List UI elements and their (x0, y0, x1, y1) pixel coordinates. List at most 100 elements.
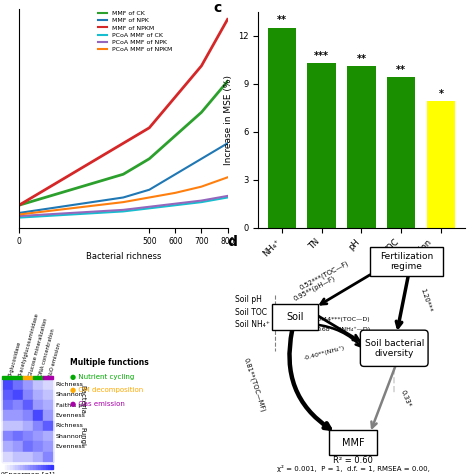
Bar (23, 431, 33, 441)
Text: Soil: Soil (286, 312, 304, 322)
Bar (23, 410, 33, 421)
Bar (33, 441, 43, 452)
FancyBboxPatch shape (329, 430, 377, 455)
Text: **: ** (396, 65, 406, 75)
Bar (43, 452, 54, 462)
Text: **: ** (356, 54, 366, 64)
Text: χ² = 0.001,  P = 1,  d.f. = 1, RMSEA = 0.00,: χ² = 0.001, P = 1, d.f. = 1, RMSEA = 0.0… (277, 465, 429, 472)
Bar (25, 465, 28, 469)
Text: 0.33*: 0.33* (400, 390, 412, 409)
Bar (2, 421, 12, 431)
Bar (12, 431, 23, 441)
Bar (23, 375, 33, 379)
Bar (43, 421, 54, 431)
Bar (33, 379, 43, 390)
Bar (2, 375, 12, 379)
FancyBboxPatch shape (370, 247, 443, 276)
Text: ***: *** (314, 51, 329, 61)
Bar (2, 431, 12, 441)
Text: -0.44***(TOC—D): -0.44***(TOC—D) (316, 317, 371, 322)
Bar (38, 465, 41, 469)
Text: Soil bacterial
diversity: Soil bacterial diversity (365, 338, 424, 358)
Text: 0.81**(TOC—MF): 0.81**(TOC—MF) (242, 356, 266, 412)
Bar (2, 400, 12, 410)
Bar (23, 421, 33, 431)
Text: *: * (438, 89, 443, 99)
Bar (12, 421, 23, 431)
Bar (347, 66, 376, 228)
Bar (427, 101, 455, 228)
Bar (2, 452, 12, 462)
Bar (8, 465, 10, 469)
Bar (23, 390, 33, 400)
Text: ● OM decomposition: ● OM decomposition (70, 388, 143, 393)
Text: Faith's pd: Faith's pd (56, 402, 86, 408)
Bar (23, 452, 33, 462)
Bar (43, 431, 54, 441)
Bar (33, 465, 36, 469)
Text: 0: 0 (0, 472, 4, 474)
Text: d: d (228, 235, 237, 249)
Bar (36, 465, 38, 469)
Bar (33, 390, 43, 400)
Bar (12, 410, 23, 421)
Text: Shannon: Shannon (56, 392, 83, 397)
Bar (12, 375, 23, 379)
Text: Soil TOC: Soil TOC (235, 308, 267, 317)
Text: Richness: Richness (56, 423, 83, 428)
Text: Soil pH: Soil pH (235, 295, 262, 304)
Text: Multiple functions: Multiple functions (70, 358, 148, 367)
Bar (15, 465, 18, 469)
Bar (28, 465, 30, 469)
Bar (33, 400, 43, 410)
Bar (308, 63, 336, 228)
Bar (268, 28, 296, 228)
Text: Soil NH₄⁺: Soil NH₄⁺ (235, 319, 270, 328)
Text: Fertilization
regime: Fertilization regime (380, 252, 433, 271)
Bar (12, 452, 23, 462)
Bar (33, 421, 43, 431)
Bar (2, 465, 5, 469)
Bar (43, 375, 54, 379)
Bar (33, 410, 43, 421)
X-axis label: Bacterial richness: Bacterial richness (85, 252, 161, 261)
Text: ● Nutrient cycling: ● Nutrient cycling (70, 374, 134, 381)
FancyBboxPatch shape (272, 303, 318, 330)
Bar (30, 465, 33, 469)
Bar (12, 400, 23, 410)
Text: Shannon: Shannon (56, 434, 83, 439)
Bar (2, 410, 12, 421)
Bar (51, 465, 54, 469)
Bar (41, 465, 43, 469)
Bar (23, 400, 33, 410)
Bar (43, 465, 46, 469)
Bar (33, 375, 43, 379)
Bar (12, 379, 23, 390)
Text: -0.40**(NH₄⁺): -0.40**(NH₄⁺) (303, 345, 345, 361)
Bar (43, 390, 54, 400)
Text: β-acetylglucosaminidase: β-acetylglucosaminidase (18, 312, 39, 377)
Text: Glucose mineralization: Glucose mineralization (28, 317, 48, 377)
Text: 1: 1 (52, 472, 55, 474)
Bar (33, 452, 43, 462)
Bar (2, 441, 12, 452)
Bar (23, 441, 33, 452)
Bar (33, 431, 43, 441)
Text: 0.68***(NH₄⁺—D): 0.68***(NH₄⁺—D) (317, 327, 371, 331)
FancyBboxPatch shape (360, 330, 428, 366)
Bar (12, 390, 23, 400)
Bar (48, 465, 51, 469)
Bar (12, 465, 15, 469)
Text: Bacteria: Bacteria (79, 385, 85, 414)
Text: R² = 0.60: R² = 0.60 (333, 456, 373, 465)
Legend: MMF of CK, MMF of NPK, MMF of NPKM, PCoA MMF of CK, PCoA MMF of NPK, PCoA MMF of: MMF of CK, MMF of NPK, MMF of NPKM, PCoA… (95, 8, 175, 55)
Text: Fungi: Fungi (79, 427, 85, 446)
Bar (43, 441, 54, 452)
Text: Spearman [ρ]: Spearman [ρ] (4, 472, 52, 474)
Text: Evenness: Evenness (56, 413, 86, 418)
Text: c: c (213, 1, 221, 15)
Bar (23, 379, 33, 390)
Text: β-glucosidase: β-glucosidase (8, 340, 22, 377)
Text: Evenness: Evenness (56, 444, 86, 449)
Text: N₂O emission: N₂O emission (48, 342, 62, 377)
